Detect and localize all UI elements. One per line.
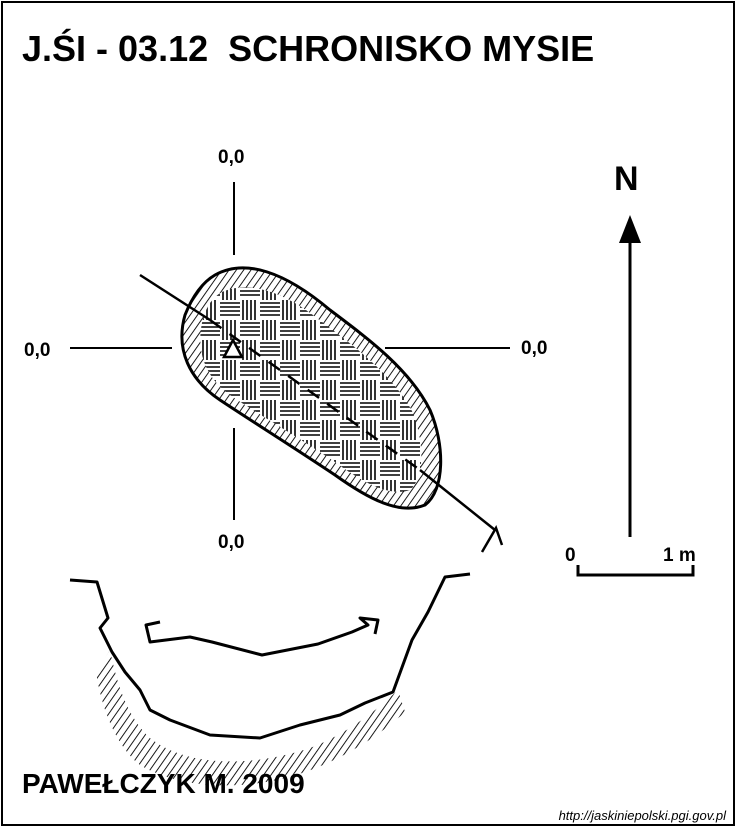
reference-cross bbox=[70, 182, 510, 520]
section-line bbox=[139, 273, 504, 553]
height-label-top: 0,0 bbox=[218, 147, 245, 168]
height-label-left: 0,0 bbox=[24, 340, 51, 361]
height-label-right: 0,0 bbox=[521, 338, 548, 359]
source-url: http://jaskiniepolski.pgi.gov.pl bbox=[558, 808, 726, 823]
cave-plan bbox=[180, 266, 443, 510]
author-credit: PAWEŁCZYK M. 2009 bbox=[22, 768, 305, 799]
scale-start-label: 0 bbox=[565, 545, 576, 566]
survey-station-icon bbox=[221, 337, 245, 359]
height-label-bottom: 0,0 bbox=[218, 532, 245, 553]
scale-bar bbox=[576, 565, 695, 577]
cave-section-profile bbox=[69, 572, 471, 786]
north-arrow-icon bbox=[619, 215, 641, 537]
north-label: N bbox=[614, 160, 639, 198]
scale-end-label: 1 m bbox=[663, 545, 696, 566]
map-title: J.ŚI - 03.12 SCHRONISKO MYSIE bbox=[22, 28, 595, 69]
